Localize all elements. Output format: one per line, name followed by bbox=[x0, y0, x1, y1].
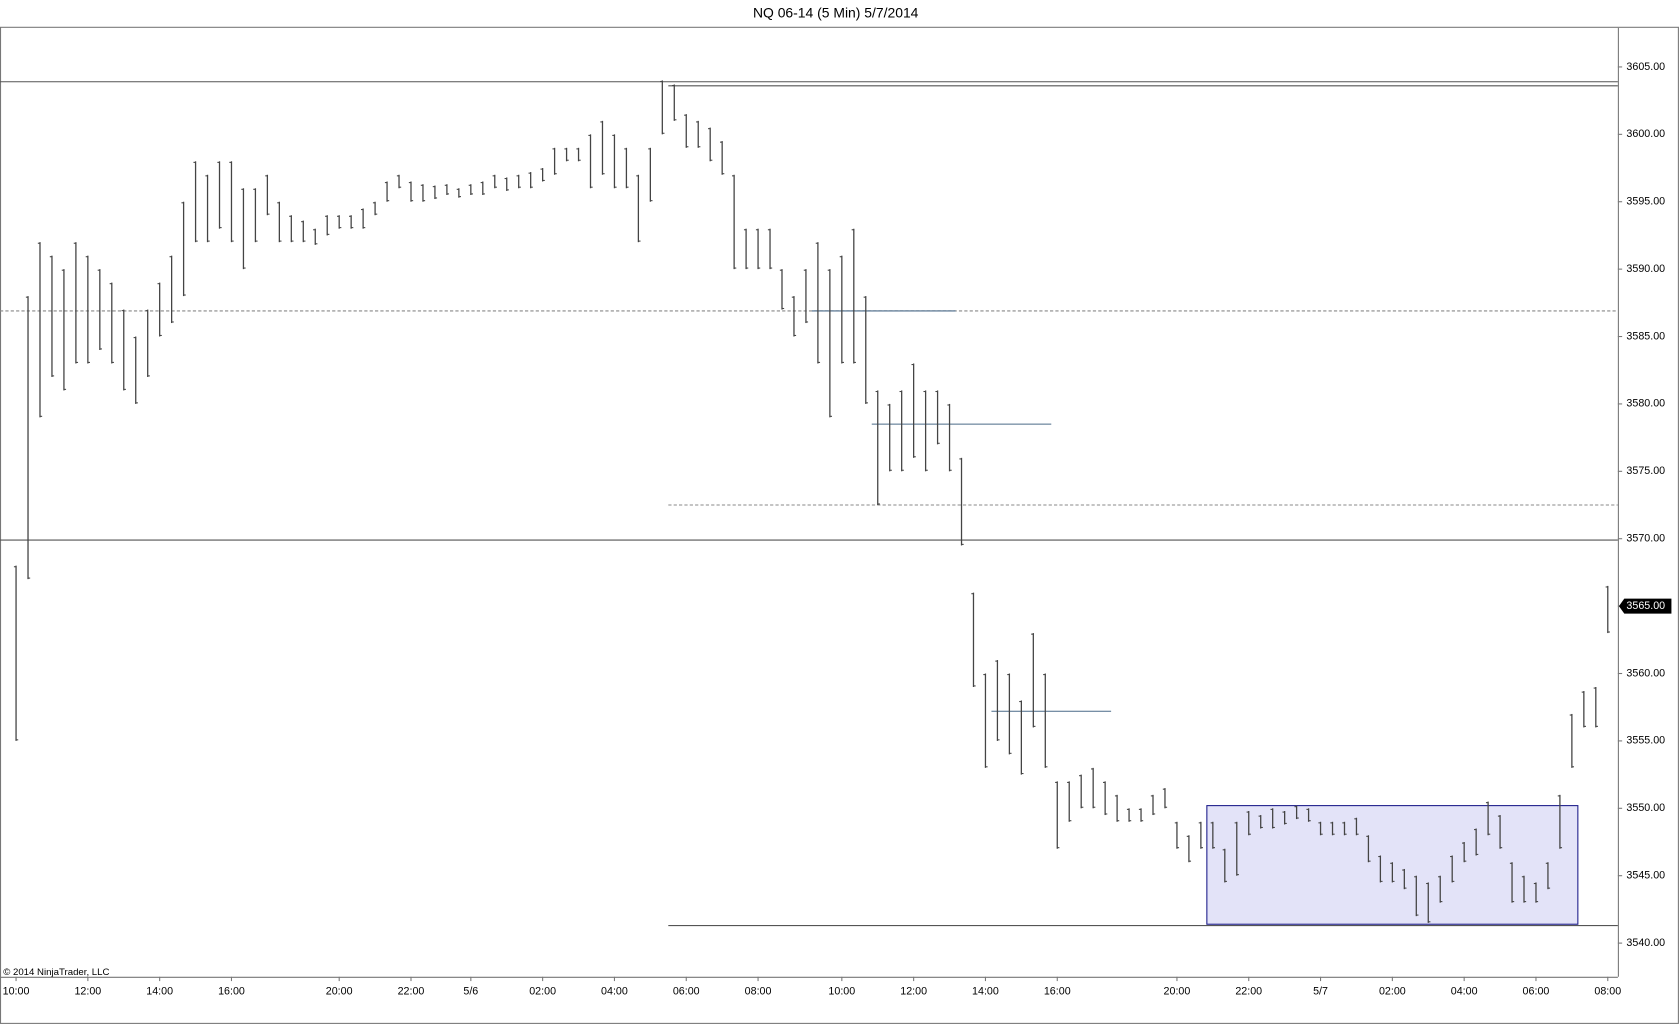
x-tick-label: 22:00 bbox=[398, 986, 425, 998]
x-tick-label: 06:00 bbox=[673, 986, 700, 998]
zone-rect bbox=[1206, 805, 1579, 925]
x-tick-label: 08:00 bbox=[745, 986, 772, 998]
x-tick-label: 14:00 bbox=[146, 986, 173, 998]
y-tick-label: 3580.00 bbox=[1626, 398, 1665, 410]
x-tick-label: 10:00 bbox=[828, 986, 855, 998]
y-tick-label: 3600.00 bbox=[1626, 128, 1665, 140]
last-price-label: 3565.00 bbox=[1626, 600, 1665, 612]
x-tick-label: 14:00 bbox=[972, 986, 999, 998]
x-tick-label: 04:00 bbox=[1451, 986, 1478, 998]
last-price-marker bbox=[1618, 598, 1672, 614]
chart-title: NQ 06-14 (5 Min) 5/7/2014 bbox=[753, 5, 919, 21]
x-tick-label: 06:00 bbox=[1523, 986, 1550, 998]
x-tick-label: 12:00 bbox=[74, 986, 101, 998]
y-tick-label: 3605.00 bbox=[1626, 61, 1665, 73]
y-tick-label: 3570.00 bbox=[1626, 533, 1665, 545]
y-tick-label: 3595.00 bbox=[1626, 196, 1665, 208]
y-tick-label: 3575.00 bbox=[1626, 465, 1665, 477]
y-tick-label: 3550.00 bbox=[1626, 802, 1665, 814]
chart-frame bbox=[0, 26, 1679, 1024]
x-tick-label: 5/6 bbox=[463, 986, 478, 998]
x-tick-label: 16:00 bbox=[218, 986, 245, 998]
x-tick-label: 16:00 bbox=[1044, 986, 1071, 998]
x-tick-label: 20:00 bbox=[326, 986, 353, 998]
copyright: © 2014 NinjaTrader, LLC bbox=[3, 967, 109, 978]
y-tick-label: 3545.00 bbox=[1626, 870, 1665, 882]
x-tick-label: 02:00 bbox=[1379, 986, 1406, 998]
y-tick-label: 3540.00 bbox=[1626, 937, 1665, 949]
x-tick-label: 08:00 bbox=[1594, 986, 1621, 998]
y-tick-label: 3590.00 bbox=[1626, 263, 1665, 275]
y-tick-label: 3555.00 bbox=[1626, 735, 1665, 747]
y-tick-label: 3585.00 bbox=[1626, 330, 1665, 342]
x-tick-label: 02:00 bbox=[529, 986, 556, 998]
x-tick-label: 04:00 bbox=[601, 986, 628, 998]
y-tick-label: 3560.00 bbox=[1626, 667, 1665, 679]
x-tick-label: 22:00 bbox=[1235, 986, 1262, 998]
x-tick-label: 10:00 bbox=[3, 986, 30, 998]
x-tick-label: 20:00 bbox=[1164, 986, 1191, 998]
x-tick-label: 5/7 bbox=[1313, 986, 1328, 998]
x-tick-label: 12:00 bbox=[900, 986, 927, 998]
